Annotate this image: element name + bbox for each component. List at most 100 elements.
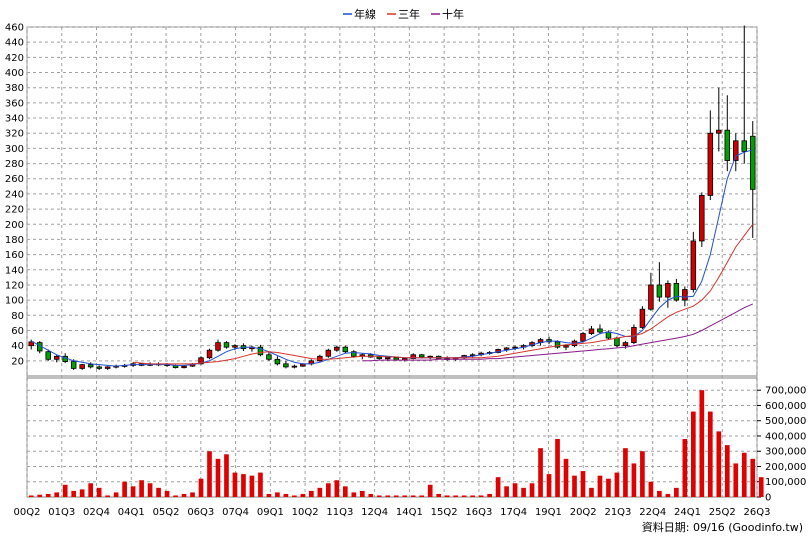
volume-bar bbox=[750, 458, 756, 497]
candle-body bbox=[45, 351, 51, 360]
candle-body bbox=[699, 195, 705, 242]
candle-body bbox=[656, 284, 663, 298]
volume-bar bbox=[215, 458, 221, 497]
series-line-year bbox=[30, 149, 753, 367]
volume-bar bbox=[648, 481, 654, 497]
volume-bar bbox=[478, 495, 484, 497]
candle-body bbox=[325, 349, 332, 357]
volume-bar bbox=[427, 484, 433, 497]
candle-body bbox=[87, 364, 94, 368]
volume-bar bbox=[453, 495, 458, 497]
candle-body bbox=[291, 365, 298, 368]
x-tick-label: 07Q4 bbox=[222, 507, 249, 518]
volume-bar bbox=[640, 451, 645, 497]
volume-panel-frame bbox=[26, 377, 758, 498]
volume-bar bbox=[368, 493, 374, 497]
candle-body bbox=[427, 355, 433, 358]
price-tick-label: 340 bbox=[5, 114, 24, 125]
candle-body bbox=[614, 337, 620, 347]
candle-body bbox=[232, 345, 238, 348]
volume-bar bbox=[741, 452, 747, 497]
volume-bar bbox=[28, 495, 34, 497]
price-tick-label: 200 bbox=[5, 220, 24, 231]
volume-bar bbox=[606, 478, 611, 497]
x-tick-label: 11Q3 bbox=[326, 507, 353, 518]
volume-bar bbox=[198, 478, 204, 497]
series-line-ten-year bbox=[362, 303, 754, 362]
volume-tick-label: 0 bbox=[765, 493, 771, 504]
candle-body bbox=[580, 333, 586, 342]
volume-bar bbox=[54, 492, 60, 497]
volume-bar bbox=[62, 484, 68, 497]
volume-bar bbox=[580, 471, 586, 497]
volume-bar bbox=[444, 495, 450, 497]
x-tick-label: 01Q3 bbox=[48, 507, 75, 518]
volume-bar bbox=[487, 493, 492, 497]
x-tick-label: 10Q2 bbox=[292, 507, 319, 518]
x-tick-label: 15Q2 bbox=[431, 507, 458, 518]
volume-bar bbox=[266, 493, 272, 497]
x-tick-label: 06Q3 bbox=[187, 507, 214, 518]
candle-body bbox=[283, 363, 289, 368]
volume-bar bbox=[224, 454, 229, 497]
candle-body bbox=[410, 354, 416, 359]
volume-bar bbox=[181, 493, 187, 497]
volume-bar bbox=[563, 458, 569, 497]
chart-grid bbox=[26, 26, 758, 498]
price-tick-label: 60 bbox=[11, 326, 24, 337]
volume-bar bbox=[258, 472, 263, 497]
volume-bar bbox=[173, 495, 178, 497]
volume-bar bbox=[682, 439, 688, 497]
volume-bar bbox=[597, 475, 603, 497]
volume-bar bbox=[512, 483, 518, 497]
volume-bar bbox=[393, 495, 399, 497]
price-tick-label: 160 bbox=[5, 250, 24, 261]
volume-bar bbox=[334, 480, 340, 497]
volume-bar bbox=[419, 495, 425, 497]
volume-bar bbox=[317, 487, 323, 497]
candle-body bbox=[418, 354, 425, 358]
x-tick-label: 25Q2 bbox=[709, 507, 736, 518]
x-axis: 00Q2 01Q3 02Q4 04Q1 05Q2 06Q3 07Q4 09Q1 10Q2 11Q3… bbox=[14, 507, 771, 518]
volume-bar bbox=[190, 492, 195, 497]
volume-bar bbox=[342, 486, 348, 497]
volume-bar bbox=[376, 495, 382, 497]
candle-body bbox=[317, 355, 323, 362]
candle-body bbox=[28, 341, 34, 347]
volume-bar bbox=[758, 477, 764, 497]
volume-bar bbox=[292, 495, 297, 497]
price-axis: 20 40 60 80 100 120 140 160 180 200 220 240 260 280 30… bbox=[5, 23, 24, 368]
candle-body bbox=[622, 342, 629, 347]
volume-bar bbox=[351, 492, 357, 497]
price-tick-label: 40 bbox=[11, 341, 24, 352]
volume-bars bbox=[28, 390, 764, 497]
legend-label: 十年 bbox=[442, 7, 464, 21]
volume-bar bbox=[385, 495, 391, 497]
candle-body bbox=[79, 364, 85, 369]
candle-body bbox=[648, 284, 654, 310]
legend: 年線 三年 十年 bbox=[343, 7, 464, 21]
price-tick-label: 260 bbox=[5, 174, 24, 185]
volume-bar bbox=[674, 487, 679, 497]
price-tick-label: 380 bbox=[5, 83, 24, 94]
x-tick-label: 05Q2 bbox=[153, 507, 180, 518]
price-tick-label: 220 bbox=[5, 205, 24, 216]
legend-label: 年線 bbox=[354, 7, 376, 21]
x-tick-label: 16Q3 bbox=[465, 507, 492, 518]
volume-bar bbox=[733, 463, 739, 497]
volume-bar bbox=[275, 492, 280, 497]
volume-bar bbox=[657, 490, 662, 497]
volume-tick-label: 300,000 bbox=[765, 447, 806, 458]
price-tick-label: 180 bbox=[5, 235, 24, 246]
price-tick-label: 240 bbox=[5, 189, 24, 200]
volume-bar bbox=[37, 494, 43, 497]
volume-bar bbox=[88, 483, 93, 497]
price-tick-label: 120 bbox=[5, 280, 24, 291]
candle-body bbox=[673, 283, 680, 301]
candle-body bbox=[274, 358, 281, 365]
candle-body bbox=[597, 328, 603, 333]
volume-bar bbox=[96, 487, 102, 497]
volume-bar bbox=[555, 439, 560, 497]
volume-bar bbox=[470, 495, 475, 497]
